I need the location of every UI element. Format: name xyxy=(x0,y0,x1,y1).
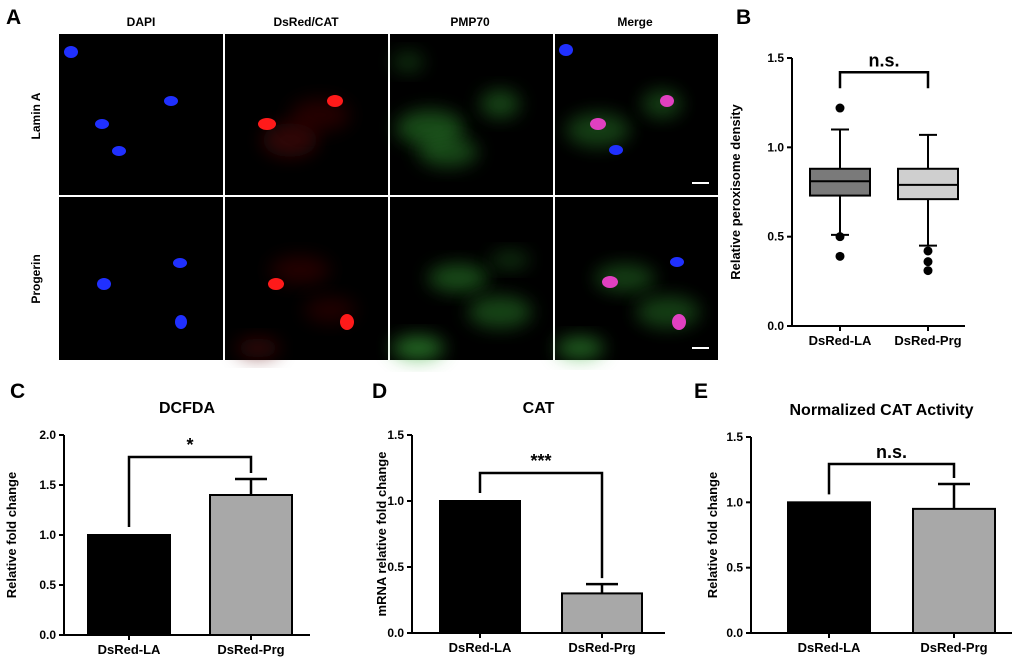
y-tick-label: 1.0 xyxy=(39,528,56,542)
nucleus xyxy=(670,257,684,267)
nucleus xyxy=(95,119,109,129)
y-tick-label: 0.5 xyxy=(39,578,56,592)
chart-title: DCFDA xyxy=(159,400,215,417)
scale-bar xyxy=(692,182,709,184)
scale-bar xyxy=(692,347,709,349)
nucleus xyxy=(602,276,618,288)
nucleus xyxy=(268,278,284,290)
y-tick-label: 1.5 xyxy=(767,51,784,65)
column-label-merge: Merge xyxy=(617,15,653,29)
tile-progerin-pmp70 xyxy=(390,197,553,360)
y-tick-label: 0.0 xyxy=(767,319,784,333)
nucleus xyxy=(609,145,623,155)
y-tick-label: 0.0 xyxy=(387,626,404,640)
outlier-point xyxy=(923,257,933,267)
panel-letter-e: E xyxy=(694,380,708,403)
panel-letter-d: D xyxy=(372,380,387,403)
y-tick-label: 1.0 xyxy=(726,495,743,509)
nucleus xyxy=(97,278,111,290)
x-tick-label: DsRed-Prg xyxy=(217,642,284,657)
chart-e-cat-activity: 0.0 0.5 1.0 1.5 DsRed-LA DsRed-Prg Relative fo… xyxy=(705,402,1012,655)
significance-label: * xyxy=(186,435,193,455)
significance-bracket xyxy=(827,462,956,495)
micrograph-panel: DAPI DsRed/CAT PMP70 Merge Lamin A Proge… xyxy=(29,15,718,360)
tile-progerin-dsred xyxy=(225,197,388,360)
significance-bracket xyxy=(478,471,604,579)
y-tick-label: 1.5 xyxy=(726,430,743,444)
column-label-dapi: DAPI xyxy=(127,15,156,29)
nucleus xyxy=(64,46,78,58)
outlier-point xyxy=(835,103,845,113)
outlier-point xyxy=(923,246,933,256)
nucleus xyxy=(660,95,674,107)
bar xyxy=(912,507,996,634)
tile-progerin-merge xyxy=(555,197,718,360)
significance-label: n.s. xyxy=(868,50,899,70)
y-tick-label: 2.0 xyxy=(39,428,56,442)
y-axis-label: Relative peroxisome density xyxy=(728,103,743,279)
panel-letter-a: A xyxy=(6,6,21,29)
bar xyxy=(209,494,293,636)
x-tick-label: DsRed-LA xyxy=(98,642,161,657)
row-label-lamin-a: Lamin A xyxy=(29,92,43,139)
chart-title: CAT xyxy=(523,400,555,417)
bar xyxy=(87,534,171,636)
nucleus xyxy=(672,314,686,330)
nucleus xyxy=(559,44,573,56)
tile-lamin-a-pmp70 xyxy=(390,34,553,195)
x-tick-label: DsRed-Prg xyxy=(894,333,961,348)
nucleus xyxy=(327,95,343,107)
panel-letter-b: B xyxy=(736,6,751,29)
x-tick-label: DsRed-LA xyxy=(798,640,861,655)
y-axis-label: Relative fold change xyxy=(4,472,19,598)
outlier-point xyxy=(923,266,933,276)
y-tick-label: 1.0 xyxy=(387,494,404,508)
nucleus xyxy=(175,315,187,329)
nucleus xyxy=(340,314,354,330)
x-tick-label: DsRed-Prg xyxy=(920,640,987,655)
significance-label: *** xyxy=(530,451,551,471)
panel-letter-c: C xyxy=(10,380,25,403)
y-tick-label: 0.5 xyxy=(767,230,784,244)
outlier-point xyxy=(835,251,845,261)
significance-bracket xyxy=(127,455,253,527)
column-label-dsred-cat: DsRed/CAT xyxy=(273,15,339,29)
y-tick-label: 0.5 xyxy=(387,560,404,574)
nucleus xyxy=(164,96,178,106)
significance-bracket xyxy=(838,71,930,89)
y-tick-label: 1.5 xyxy=(39,478,56,492)
bar xyxy=(561,592,643,635)
y-tick-label: 0.0 xyxy=(39,628,56,642)
chart-c-dcfda: 0.0 0.5 1.0 1.5 2.0 DsRed-LA DsRed-Prg Relative… xyxy=(4,400,310,657)
x-tick-label: DsRed-LA xyxy=(449,640,512,655)
chart-b-box-plot: 0.0 0.5 1.0 1.5 DsRed-LA DsRed-Prg Relative pe… xyxy=(728,50,965,348)
bar xyxy=(787,501,871,635)
chart-title: Normalized CAT Activity xyxy=(789,402,973,419)
tile-progerin-dapi xyxy=(59,197,223,360)
y-axis-label: mRNA relative fold change xyxy=(374,452,389,617)
x-tick-label: DsRed-LA xyxy=(809,333,872,348)
y-tick-label: 1.0 xyxy=(767,140,784,154)
nucleus xyxy=(258,118,276,130)
chart-d-cat-mrna: 0.0 0.5 1.0 1.5 DsRed-LA DsRed-Prg mRNA relati… xyxy=(374,400,665,655)
nucleus xyxy=(590,118,606,130)
outlier-point xyxy=(835,232,845,242)
y-tick-label: 0.5 xyxy=(726,561,743,575)
row-label-progerin: Progerin xyxy=(29,254,43,303)
column-label-pmp70: PMP70 xyxy=(450,15,490,29)
y-tick-label: 1.5 xyxy=(387,428,404,442)
nucleus xyxy=(112,146,126,156)
bar xyxy=(439,500,521,634)
y-axis-label: Relative fold change xyxy=(705,472,720,598)
y-tick-label: 0.0 xyxy=(726,626,743,640)
x-tick-label: DsRed-Prg xyxy=(568,640,635,655)
nucleus xyxy=(173,258,187,268)
tile-lamin-a-dsred xyxy=(225,34,388,195)
tile-lamin-a-dapi xyxy=(59,34,223,195)
significance-label: n.s. xyxy=(876,442,907,462)
tile-lamin-a-merge xyxy=(555,34,718,195)
